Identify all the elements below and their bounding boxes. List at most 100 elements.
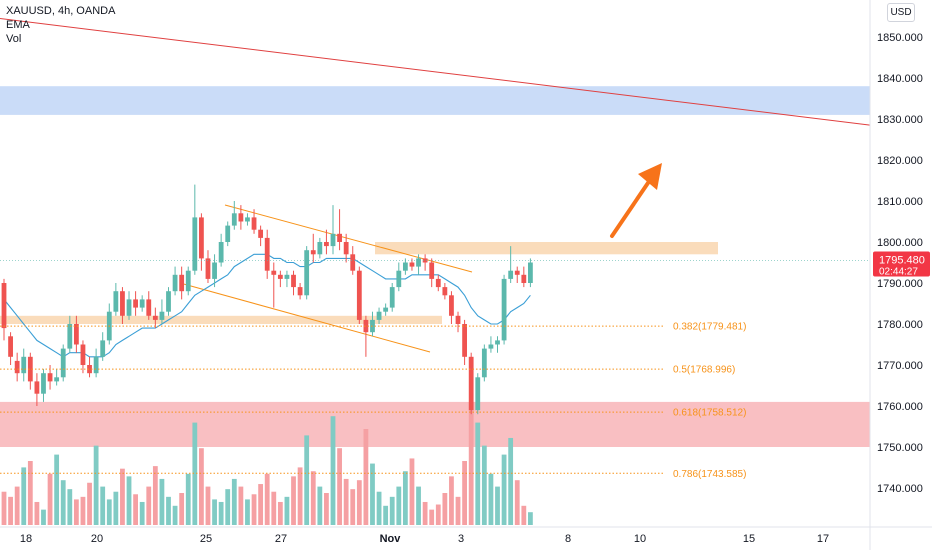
candle	[495, 336, 500, 353]
zone-orange-support	[0, 315, 442, 324]
volume-bar	[429, 509, 435, 525]
volume-bar	[455, 496, 461, 525]
candle	[363, 315, 369, 357]
candle-body	[60, 348, 66, 378]
vol-label: Vol	[6, 33, 22, 45]
time-tick-label: Nov	[380, 533, 402, 545]
time-tick-label: 10	[634, 533, 646, 545]
candle	[225, 221, 231, 247]
candle-body	[297, 287, 303, 296]
candle-body	[462, 324, 467, 357]
volume-bar	[324, 493, 329, 525]
volume-bar	[120, 468, 125, 525]
volume-bar	[172, 505, 178, 525]
volume-bar	[87, 482, 92, 525]
candle-body	[488, 344, 494, 349]
candle	[350, 246, 356, 275]
candle-body	[73, 324, 79, 345]
candle-body	[87, 365, 92, 374]
time-tick-label: 15	[743, 533, 755, 545]
candle-body	[205, 258, 211, 279]
candle-body	[14, 360, 20, 374]
volume-bar	[146, 486, 152, 525]
volume-bar	[521, 505, 527, 525]
candle-body	[416, 258, 421, 267]
volume-bar	[383, 505, 389, 525]
volume-bar	[80, 496, 86, 525]
candle	[330, 205, 336, 255]
volume-bar	[113, 491, 119, 525]
volume-bar	[337, 448, 342, 525]
zone-orange-resistance	[375, 242, 718, 255]
candle-body	[284, 274, 290, 279]
candle-body	[429, 262, 435, 279]
candle-body	[185, 270, 191, 292]
price-tick-label: 1830.000	[877, 114, 923, 126]
candle-body	[120, 291, 125, 316]
candle	[21, 348, 27, 382]
arrow-shaft	[610, 178, 652, 238]
candle-body	[146, 299, 152, 316]
candle-body	[449, 295, 454, 316]
candle	[304, 246, 310, 300]
candle	[455, 311, 461, 333]
candle-body	[514, 270, 520, 275]
candle-body	[495, 340, 500, 345]
candle-body	[67, 324, 73, 349]
candle	[159, 299, 165, 324]
candle	[310, 233, 316, 263]
volume-bar	[231, 478, 237, 525]
candle	[271, 262, 277, 308]
candle	[238, 205, 244, 230]
volume-bar	[126, 476, 132, 525]
candle	[199, 213, 204, 271]
price-tick-label: 1800.000	[877, 237, 923, 249]
candle	[291, 270, 296, 296]
volume-bar	[245, 499, 250, 525]
candle-body	[251, 217, 257, 230]
volume-bar	[304, 435, 310, 525]
volume-bar	[449, 476, 454, 525]
volume-bar	[238, 486, 244, 525]
candle-body	[508, 270, 514, 279]
candle	[462, 319, 467, 365]
candle	[192, 184, 198, 275]
volume-bar	[488, 473, 494, 525]
candle-body	[21, 356, 27, 374]
currency-button[interactable]: USD	[887, 3, 915, 22]
volume-bar	[41, 509, 46, 525]
candle-body	[80, 344, 86, 365]
candle	[284, 270, 290, 288]
candle-body	[231, 213, 237, 226]
candle	[212, 254, 217, 288]
candle-body	[93, 356, 99, 374]
candle-body	[376, 311, 382, 320]
candle-body	[179, 274, 185, 292]
volume-bar	[192, 422, 198, 525]
volume-bar	[291, 476, 296, 525]
candle-body	[54, 377, 60, 382]
chart-legend: XAUUSD, 4h, OANDA EMA Vol	[6, 4, 115, 46]
arrow-head	[638, 163, 662, 190]
candle	[67, 315, 73, 353]
candle	[258, 225, 264, 247]
volume-bar	[442, 493, 448, 525]
candle	[508, 246, 514, 283]
volume-bar	[60, 480, 66, 525]
volume-bar	[435, 504, 441, 525]
candle	[218, 233, 224, 267]
time-tick-label: 3	[458, 533, 464, 545]
candle-body	[475, 377, 481, 411]
candle	[442, 283, 448, 300]
ema-label: EMA	[6, 19, 30, 31]
candle	[8, 332, 13, 365]
candle-body	[521, 274, 527, 283]
candle-body	[113, 291, 119, 312]
candle-body	[238, 213, 244, 222]
volume-bar	[159, 478, 165, 525]
candle-body	[271, 270, 277, 275]
candle-body	[258, 229, 264, 238]
candle-body	[277, 274, 283, 279]
volume-bar	[21, 467, 27, 525]
